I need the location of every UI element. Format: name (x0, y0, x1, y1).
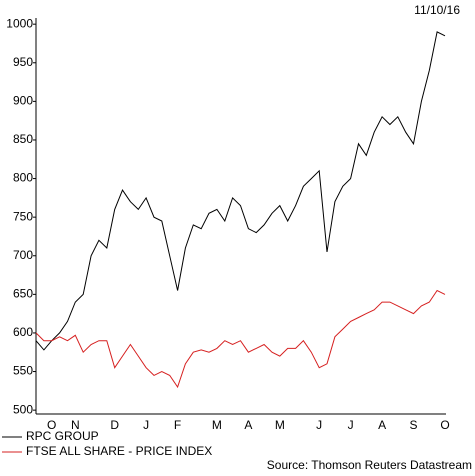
x-tick-label: J (143, 418, 149, 432)
y-tick-label: 850 (13, 132, 33, 146)
legend-label: RPC GROUP (26, 429, 99, 443)
y-tick-label: 950 (13, 55, 33, 69)
y-tick-label: 550 (13, 364, 33, 378)
series-line (35, 289, 446, 389)
x-tick-label: A (378, 418, 386, 432)
y-tick-label: 750 (13, 209, 33, 223)
y-tick-label: 1000 (6, 16, 33, 30)
series-line (35, 31, 446, 351)
x-tick-label: M (212, 418, 222, 432)
y-tick-label: 700 (13, 248, 33, 262)
y-tick-label: 500 (13, 402, 33, 416)
x-tick-label: O (440, 418, 449, 432)
y-tick-label: 900 (13, 94, 33, 108)
x-tick-label: J (348, 418, 354, 432)
legend-label: FTSE ALL SHARE - PRICE INDEX (26, 444, 212, 458)
x-tick-label: J (316, 418, 322, 432)
x-tick-label: A (244, 418, 252, 432)
x-tick-label: F (174, 418, 181, 432)
source: Source: Thomson Reuters Datastream (267, 458, 472, 472)
x-tick-label: D (110, 418, 119, 432)
y-tick-label: 600 (13, 325, 33, 339)
y-tick-label: 800 (13, 171, 33, 185)
x-tick-label: M (275, 418, 285, 432)
y-tick-label: 650 (13, 287, 33, 301)
x-tick-label: S (410, 418, 418, 432)
chart-date: 11/10/16 (414, 3, 460, 17)
x-tick-label: O (47, 418, 56, 432)
x-tick-label: N (71, 418, 80, 432)
